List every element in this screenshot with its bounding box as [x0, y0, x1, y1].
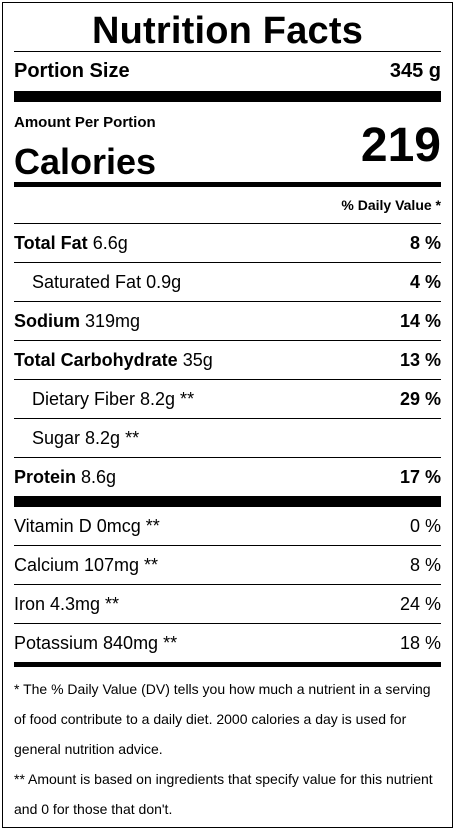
nutrient-name: Total Carbohydrate: [14, 349, 178, 370]
nutrient-row-sugar: Sugar 8.2g **: [14, 419, 441, 458]
portion-size-value: 345 g: [389, 60, 441, 82]
nutrient-amount: 8.6g: [81, 466, 117, 487]
nutrient-percent: 13 %: [399, 349, 441, 370]
thick-divider: [14, 496, 441, 507]
footnote-daily-value: * The % Daily Value (DV) tells you how m…: [14, 681, 431, 757]
vitamin-name: Vitamin D 0mcg **: [14, 515, 160, 536]
footnote-amount-basis: ** Amount is based on ingredients that s…: [14, 771, 433, 817]
vitamin-percent: 18 %: [399, 632, 441, 653]
nutrient-amount: 319mg: [85, 310, 141, 331]
nutrient-percent: 14 %: [399, 310, 441, 331]
nutrient-percent: 17 %: [399, 466, 441, 487]
thick-divider: [14, 91, 441, 102]
nutrient-name: Saturated Fat 0.9g: [32, 271, 182, 292]
nutrient-name: Sugar 8.2g **: [32, 427, 140, 448]
nutrient-row-sodium: Sodium 319mg 14 %: [14, 302, 441, 341]
daily-value-header: % Daily Value *: [14, 187, 441, 224]
vitamin-percent: 0 %: [409, 515, 441, 536]
vitamin-row-potassium: Potassium 840mg ** 18 %: [14, 624, 441, 662]
nutrient-name: Protein: [14, 466, 77, 487]
portion-size-row: Portion Size 345 g: [14, 52, 441, 91]
nutrient-percent: 4 %: [409, 271, 441, 292]
nutrient-row-total-fat: Total Fat 6.6g 8 %: [14, 224, 441, 263]
amount-per-portion-label: Amount Per Portion: [14, 114, 156, 131]
vitamin-name: Calcium 107mg **: [14, 554, 159, 575]
divider: [14, 51, 441, 52]
medium-divider: [14, 662, 441, 667]
medium-divider: [14, 182, 441, 187]
nutrient-amount: 6.6g: [92, 232, 128, 253]
vitamin-name: Potassium 840mg **: [14, 632, 178, 653]
vitamin-percent: 24 %: [399, 593, 441, 614]
calories-label: Calories: [14, 141, 157, 182]
label-title: Nutrition Facts: [91, 10, 364, 52]
vitamin-row-calcium: Calcium 107mg ** 8 %: [14, 546, 441, 585]
calories-block: Amount Per Portion Calories 219: [14, 102, 441, 182]
daily-value-header-label: % Daily Value *: [341, 197, 441, 213]
footnotes: * The % Daily Value (DV) tells you how m…: [14, 667, 441, 824]
nutrient-row-dietary-fiber: Dietary Fiber 8.2g ** 29 %: [14, 380, 441, 419]
nutrient-name: Sodium: [14, 310, 80, 331]
calories-value: 219: [360, 119, 441, 172]
nutrient-name: Dietary Fiber 8.2g **: [32, 388, 195, 409]
nutrient-amount: 35g: [182, 349, 213, 370]
nutrient-row-total-carbohydrate: Total Carbohydrate 35g 13 %: [14, 341, 441, 380]
vitamin-row-vitamin-d: Vitamin D 0mcg ** 0 %: [14, 507, 441, 546]
vitamin-row-iron: Iron 4.3mg ** 24 %: [14, 585, 441, 624]
nutrient-row-protein: Protein 8.6g 17 %: [14, 458, 441, 496]
portion-size-label: Portion Size: [14, 60, 130, 82]
nutrient-percent: 8 %: [409, 232, 441, 253]
vitamin-percent: 8 %: [409, 554, 441, 575]
nutrient-name: Total Fat: [14, 232, 88, 253]
nutrient-percent: 29 %: [399, 388, 441, 409]
vitamin-name: Iron 4.3mg **: [14, 593, 120, 614]
nutrient-row-saturated-fat: Saturated Fat 0.9g 4 %: [14, 263, 441, 302]
